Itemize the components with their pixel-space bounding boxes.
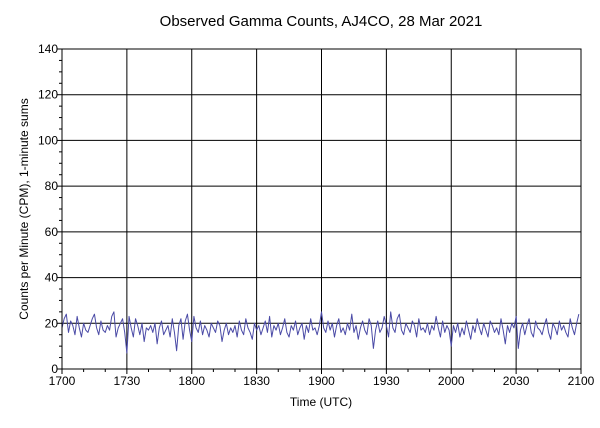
x-tick-label: 2100: [568, 374, 595, 388]
x-tick-label: 2030: [503, 374, 530, 388]
y-tick-label: 80: [45, 179, 59, 193]
x-tick-label: 1800: [178, 374, 205, 388]
chart-title: Observed Gamma Counts, AJ4CO, 28 Mar 202…: [160, 13, 483, 30]
y-tick-label: 0: [51, 362, 58, 376]
x-tick-label: 2000: [438, 374, 465, 388]
y-tick-label: 40: [45, 271, 59, 285]
x-tick-label: 1830: [243, 374, 270, 388]
y-tick-label: 140: [38, 42, 58, 56]
x-tick-label: 1900: [308, 374, 335, 388]
y-axis-label: Counts per Minute (CPM), 1-minute sums: [17, 98, 31, 319]
y-tick-label: 60: [45, 225, 59, 239]
grid-lines: [62, 49, 581, 369]
y-tick-label: 120: [38, 88, 58, 102]
y-tick-label: 100: [38, 133, 58, 147]
x-axis-label: Time (UTC): [290, 395, 352, 409]
cpm-series-line: [61, 311, 580, 354]
x-tick-label: 1930: [373, 374, 400, 388]
axes: 0 20 40 60 80 100 120 140 1700 1730 1800 1830 1900 19…: [38, 42, 595, 388]
x-tick-label: 1700: [49, 374, 76, 388]
x-tick-label: 1730: [114, 374, 141, 388]
y-tick-label: 20: [45, 316, 59, 330]
series-layer: [61, 311, 580, 354]
